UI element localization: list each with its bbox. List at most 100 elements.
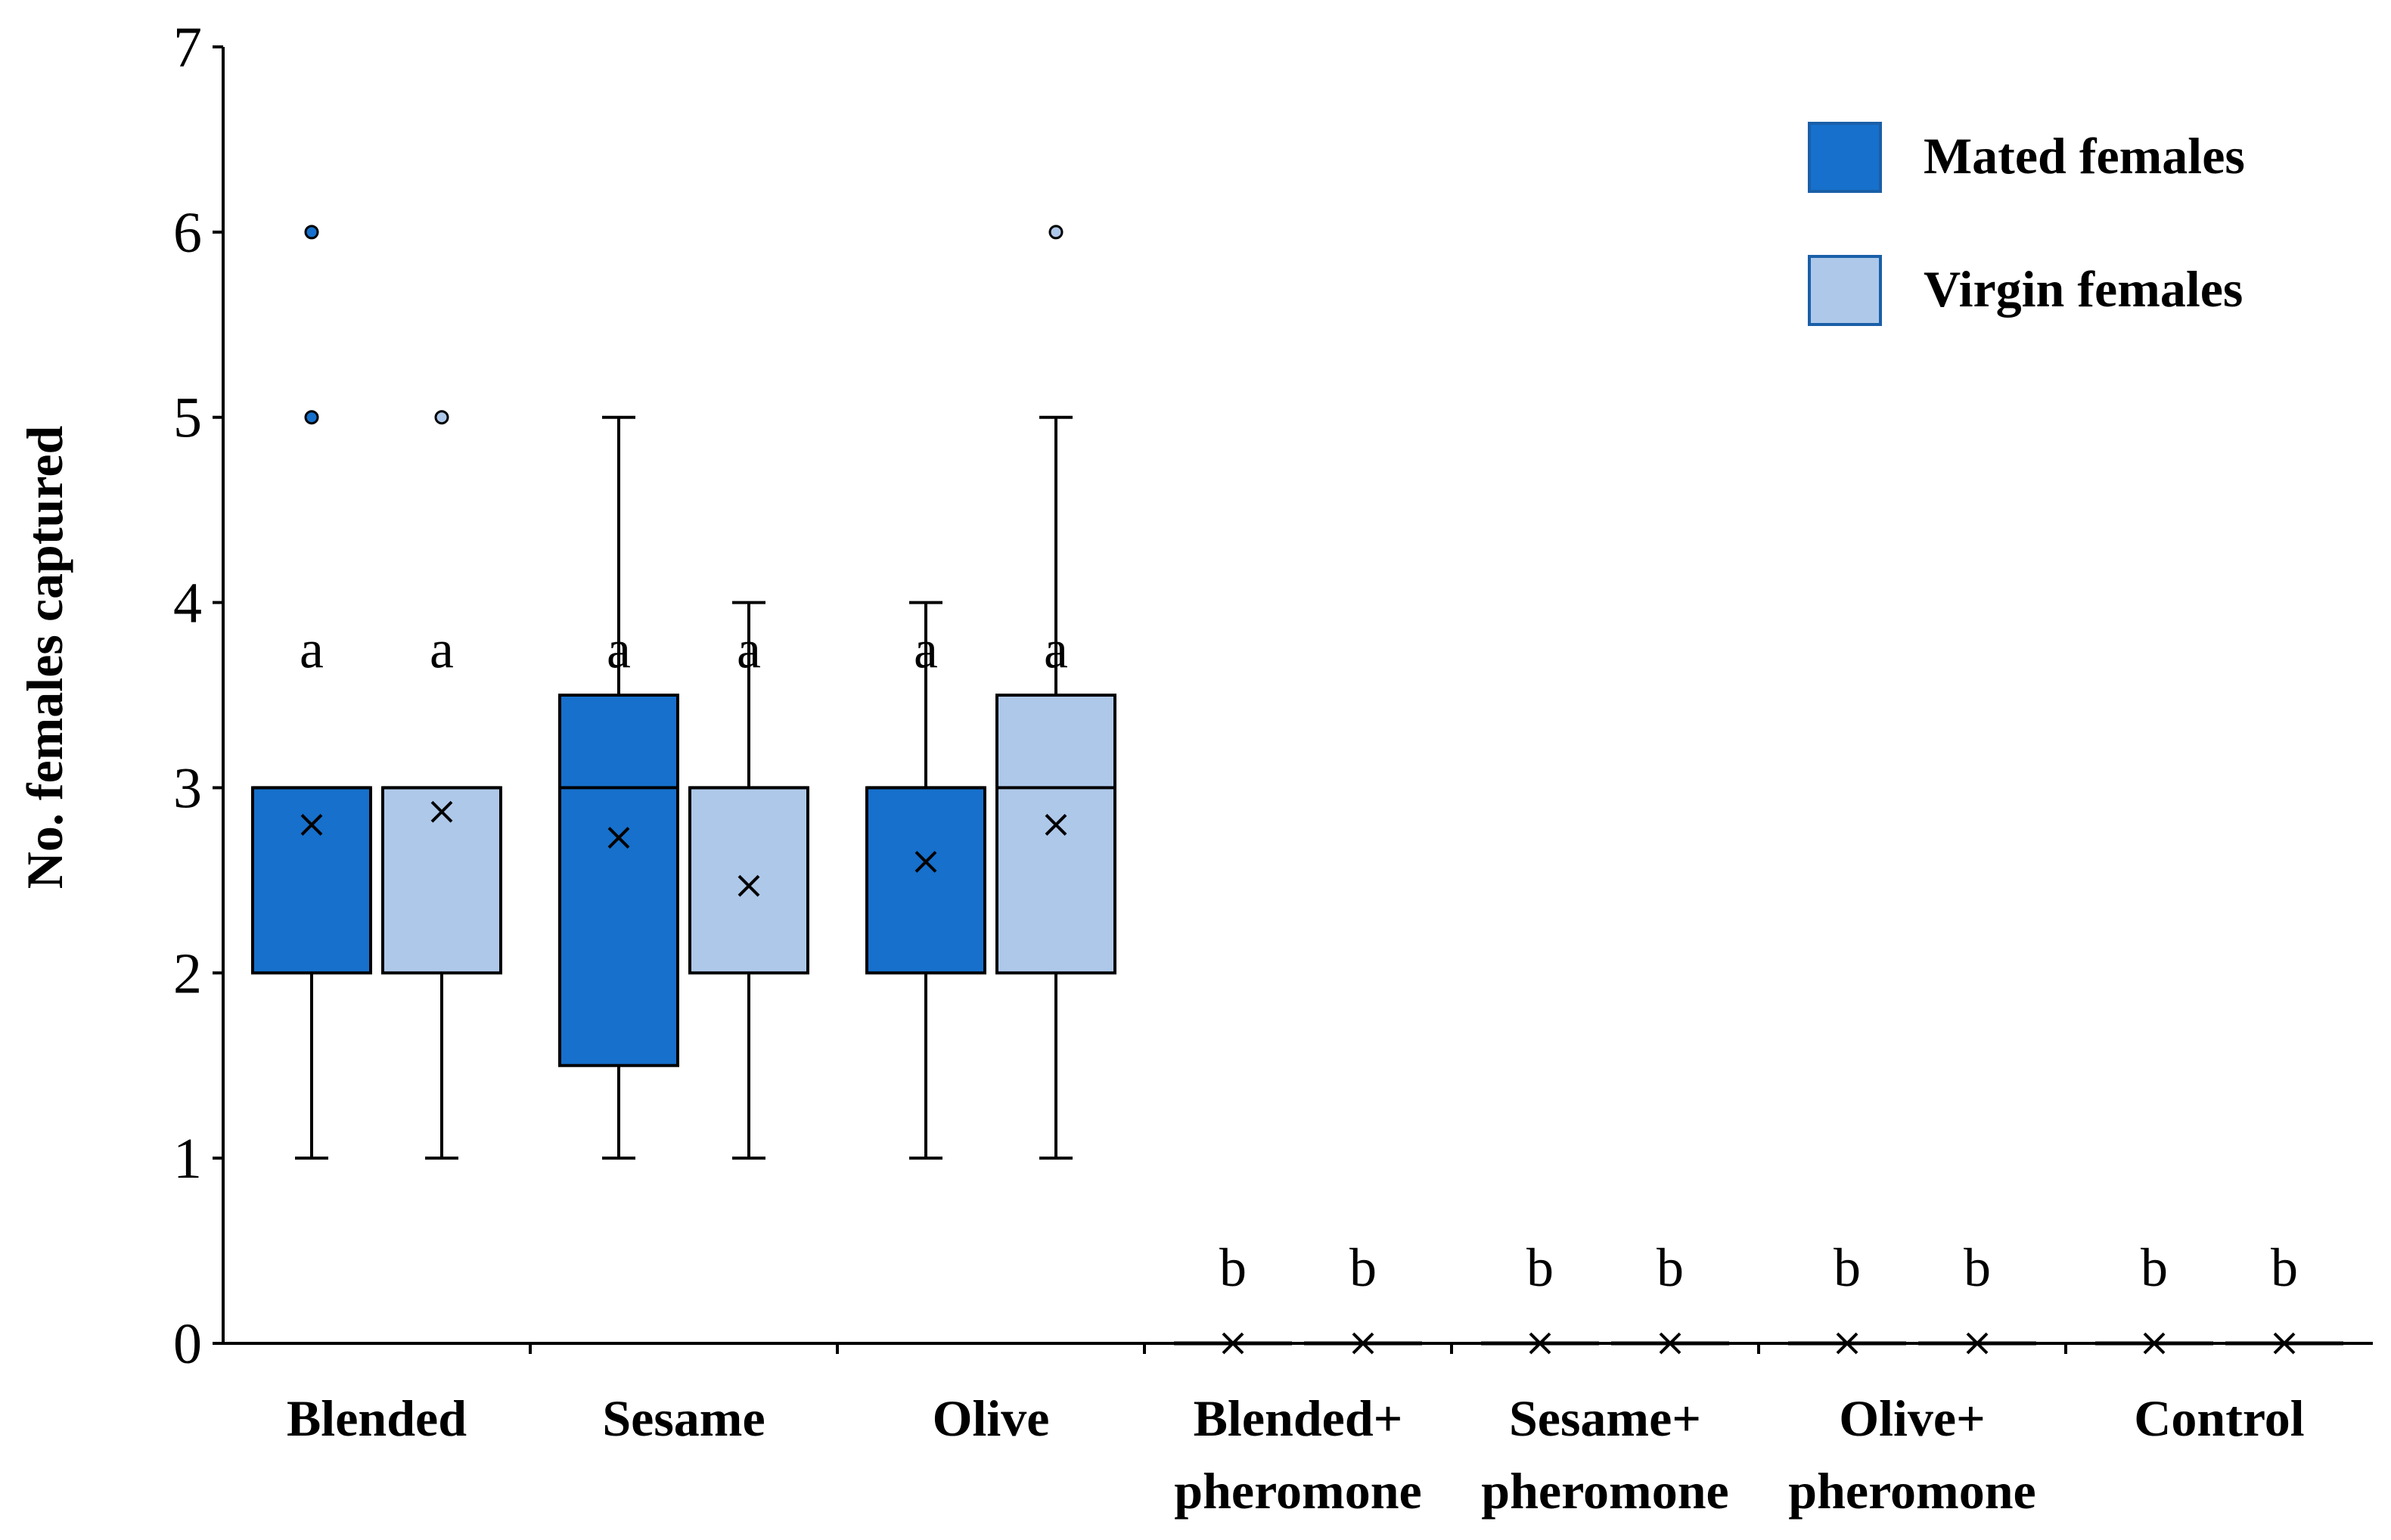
- mean-marker-stroke-b-0-0: [300, 813, 323, 836]
- significance-letter-0-5: b: [1834, 1237, 1861, 1298]
- mean-marker-0-5: [1836, 1332, 1858, 1355]
- category-label-4-line-0: Sesame+: [1509, 1389, 1701, 1447]
- outlier-1-2-0: [1048, 225, 1064, 240]
- box-0-4: b: [1481, 1237, 1599, 1355]
- y-tick-label-5: 5: [173, 387, 202, 450]
- box-1-1: a: [688, 601, 809, 1160]
- mean-marker-0-2: [914, 850, 937, 873]
- mean-marker-0-4: [1529, 1332, 1551, 1355]
- category-label-6: Control: [2134, 1389, 2304, 1447]
- category-label-4: Sesame+ pheromone: [1481, 1389, 1728, 1520]
- mean-marker-stroke-b-0-1: [607, 827, 630, 849]
- y-tick-label-2: 2: [173, 942, 202, 1005]
- mean-marker-stroke-b-0-6: [2143, 1332, 2166, 1355]
- category-label-1: Sesame: [602, 1389, 765, 1447]
- legend: Mated females Virgin females: [1808, 122, 2245, 326]
- mean-marker-1-5: [1966, 1332, 1989, 1355]
- y-tick-label-6: 6: [173, 201, 202, 265]
- mean-marker-stroke-b-1-4: [1659, 1332, 1681, 1355]
- mean-marker-0-3: [1222, 1332, 1244, 1355]
- box-0-0: a: [251, 225, 372, 1160]
- legend-swatch-1: [1808, 255, 1882, 326]
- significance-letter-0-0: a: [300, 619, 324, 680]
- significance-letter-1-4: b: [1657, 1237, 1684, 1298]
- iqr-rect-1-0: [381, 786, 502, 975]
- legend-swatch-0: [1808, 122, 1882, 193]
- mean-marker-stroke-b-0-2: [914, 850, 937, 873]
- significance-letter-1-6: b: [2271, 1237, 2298, 1298]
- y-tick-label-7: 7: [173, 16, 202, 79]
- outlier-0-0-0: [304, 410, 319, 425]
- y-tick-label-4: 4: [173, 572, 202, 635]
- iqr-rect-1-2: [995, 694, 1116, 975]
- mean-marker-1-6: [2273, 1332, 2296, 1355]
- category-label-0: Blended: [287, 1389, 467, 1447]
- significance-letter-1-3: b: [1349, 1237, 1377, 1298]
- legend-entry-1: Virgin females: [1808, 255, 2243, 326]
- mean-marker-1-4: [1659, 1332, 1681, 1355]
- iqr-rect-1-1: [688, 786, 809, 975]
- y-axis-label: No. females captured: [16, 426, 73, 890]
- iqr-rect-0-0: [251, 786, 372, 975]
- outlier-1-0-0: [434, 410, 449, 425]
- box-0-5: b: [1788, 1237, 1906, 1355]
- category-label-5-line-1: pheromone: [1788, 1462, 2035, 1520]
- legend-label-1: Virgin females: [1924, 260, 2243, 318]
- mean-marker-stroke-b-0-4: [1529, 1332, 1551, 1355]
- mean-marker-stroke-b-0-5: [1836, 1332, 1858, 1355]
- mean-marker-1-2: [1045, 813, 1067, 836]
- box-0-2: a: [865, 601, 986, 1160]
- box-0-1: a: [558, 415, 679, 1160]
- mean-marker-0-1: [607, 827, 630, 849]
- significance-letter-0-6: b: [2141, 1237, 2168, 1298]
- significance-letter-0-4: b: [1526, 1237, 1554, 1298]
- mean-marker-stroke-b-1-2: [1045, 813, 1067, 836]
- mean-marker-stroke-b-1-6: [2273, 1332, 2296, 1355]
- legend-label-0: Mated females: [1924, 127, 2245, 185]
- significance-letter-1-5: b: [1964, 1237, 1991, 1298]
- category-label-3: Blended+ pheromone: [1174, 1389, 1421, 1520]
- mean-marker-1-3: [1352, 1332, 1374, 1355]
- box-0-6: b: [2095, 1237, 2213, 1355]
- mean-marker-stroke-b-1-3: [1352, 1332, 1374, 1355]
- box-1-5: b: [1918, 1237, 2036, 1355]
- mean-marker-stroke-b-0-3: [1222, 1332, 1244, 1355]
- box-1-6: b: [2225, 1237, 2343, 1355]
- significance-letter-0-1: a: [607, 619, 631, 680]
- mean-marker-stroke-b-1-5: [1966, 1332, 1989, 1355]
- category-label-5-line-0: Olive+: [1839, 1389, 1986, 1447]
- y-tick-label-3: 3: [173, 756, 202, 820]
- mean-marker-stroke-b-1-1: [737, 874, 760, 897]
- mean-marker-1-1: [737, 874, 760, 897]
- outlier-0-0-1: [304, 225, 319, 240]
- category-label-6-line-0: Control: [2134, 1389, 2304, 1447]
- category-label-2-line-0: Olive: [933, 1389, 1050, 1447]
- box-1-0: a: [381, 410, 502, 1160]
- mean-marker-1-0: [430, 800, 453, 823]
- mean-marker-0-6: [2143, 1332, 2166, 1355]
- legend-entry-0: Mated females: [1808, 122, 2245, 193]
- significance-letter-1-1: a: [737, 619, 761, 680]
- significance-letter-0-3: b: [1219, 1237, 1247, 1298]
- category-label-5: Olive+ pheromone: [1788, 1389, 2035, 1520]
- box-1-3: b: [1304, 1237, 1422, 1355]
- y-tick-label-1: 1: [173, 1127, 202, 1191]
- box-1-4: b: [1611, 1237, 1729, 1355]
- mean-marker-stroke-b-1-0: [430, 800, 453, 823]
- category-label-4-line-1: pheromone: [1481, 1462, 1728, 1520]
- y-tick-label-0: 0: [173, 1312, 202, 1376]
- box-1-2: a: [995, 225, 1116, 1160]
- category-label-3-line-0: Blended+: [1194, 1389, 1403, 1447]
- category-label-1-line-0: Sesame: [602, 1389, 765, 1447]
- category-label-0-line-0: Blended: [287, 1389, 467, 1447]
- category-label-3-line-1: pheromone: [1174, 1462, 1421, 1520]
- significance-letter-1-2: a: [1044, 619, 1068, 680]
- box-0-3: b: [1174, 1237, 1292, 1355]
- iqr-rect-0-2: [865, 786, 986, 975]
- plot-area: 0 1 2 3 4 5 6 7 No. females captured Blended Sesam…: [16, 16, 2373, 1520]
- category-label-2: Olive: [933, 1389, 1050, 1447]
- significance-letter-0-2: a: [914, 619, 938, 680]
- mean-marker-0-0: [300, 813, 323, 836]
- iqr-rect-0-1: [558, 694, 679, 1067]
